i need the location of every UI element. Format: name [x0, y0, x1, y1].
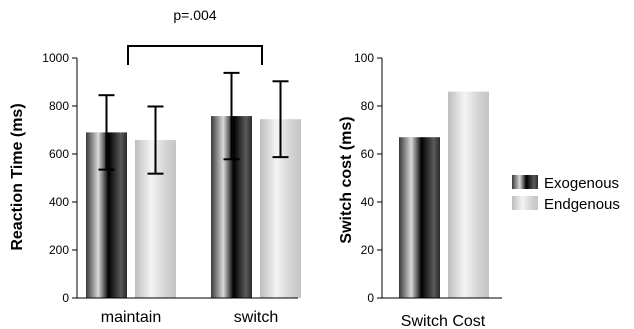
y-tick-label: 20 — [361, 243, 375, 257]
y-tick-label: 0 — [62, 291, 69, 305]
y-tick-label: 60 — [361, 147, 375, 161]
category-label-switch: switch — [234, 309, 278, 326]
right-y-axis-title: Switch cost (ms) — [338, 116, 355, 243]
right-bars — [399, 91, 489, 298]
left-error-bars — [98, 71, 289, 175]
right-y-ticks: 0 20 40 60 80 100 — [354, 51, 382, 305]
significance-label: p=.004 — [173, 7, 216, 23]
bar-exogenous-switch-cost — [399, 137, 440, 298]
reaction-time-chart: Reaction Time (ms) 0 200 400 600 800 1000 mai… — [9, 7, 301, 326]
category-label-maintain: maintain — [101, 309, 161, 326]
y-tick-label: 80 — [361, 99, 375, 113]
y-tick-label: 400 — [49, 195, 69, 209]
switch-cost-chart: Switch cost (ms) 0 20 40 60 80 100 Switch Cos… — [338, 51, 502, 329]
y-tick-label: 0 — [367, 291, 374, 305]
y-tick-label: 100 — [354, 51, 374, 65]
left-y-axis-title: Reaction Time (ms) — [9, 103, 26, 250]
legend-swatch-endgenous — [512, 196, 538, 210]
left-category-labels: maintain switch — [101, 309, 278, 326]
y-tick-label: 200 — [49, 243, 69, 257]
y-tick-label: 800 — [49, 99, 69, 113]
legend-swatch-exogenous — [512, 175, 538, 189]
legend-label-exogenous: Exogenous — [544, 175, 619, 192]
legend: Exogenous Endgenous — [512, 175, 620, 213]
y-tick-label: 40 — [361, 195, 375, 209]
category-label-switch-cost: Switch Cost — [401, 313, 486, 329]
bar-endgenous-switch-cost — [448, 91, 489, 298]
left-y-ticks: 0 200 400 600 800 1000 — [42, 51, 77, 305]
significance-bracket: p=.004 — [127, 7, 263, 65]
y-tick-label: 1000 — [42, 51, 69, 65]
legend-label-endgenous: Endgenous — [544, 196, 620, 213]
significance-bracket-line — [127, 45, 263, 65]
left-bars — [86, 116, 301, 298]
right-category-labels: Switch Cost — [401, 313, 486, 329]
y-tick-label: 600 — [49, 147, 69, 161]
